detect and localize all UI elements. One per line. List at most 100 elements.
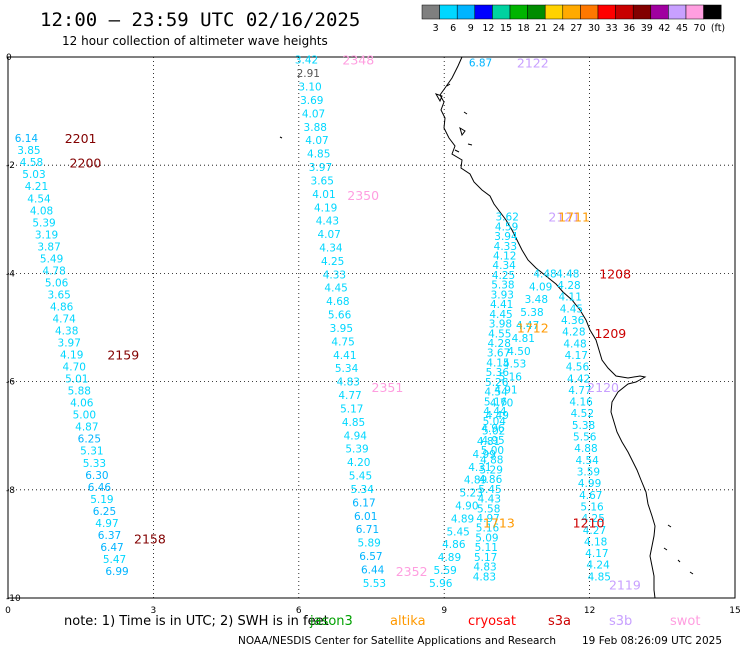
satellite-legend-item: jason3 (309, 614, 353, 629)
swh-value: 4.31 (468, 462, 491, 474)
colorbar-swatch (632, 4, 652, 20)
pass-time-label: 2201 (65, 131, 97, 146)
footer-timestamp: 19 Feb 08:26:09 UTC 2025 (582, 635, 722, 647)
swh-value: 5.56 (573, 432, 597, 444)
footer-credit: NOAA/NESDIS Center for Satellite Applica… (238, 635, 556, 647)
swh-value: 5.38 (520, 307, 543, 319)
colorbar-swatch (650, 4, 669, 20)
colorbar-tick-label: 6 (450, 23, 456, 34)
pass-time-label: 1712 (517, 321, 549, 336)
plot-frame (7, 56, 736, 599)
swh-value: 4.86 (479, 474, 503, 486)
swh-value: 4.88 (574, 443, 597, 455)
satellite-legend-item: s3b (609, 614, 632, 629)
colorbar-tick-label: 70 (694, 23, 706, 34)
axis-tick-labels: 0 3 6 9 12 15 0 -2 -4 -6 -8 -10 (5, 53, 740, 616)
swh-value: 4.28 (557, 280, 580, 292)
colorbar-swatch (527, 4, 546, 20)
swh-value: 5.01 (65, 374, 88, 386)
pass-time-label: 2350 (347, 188, 379, 203)
colorbar-tick-label: 24 (553, 23, 565, 34)
swh-value: 5.34 (351, 484, 375, 496)
swh-value: 4.18 (584, 536, 607, 548)
colorbar-tick-label: 42 (658, 23, 670, 34)
swh-value: 4.85 (342, 417, 365, 429)
swh-value: 5.16 (499, 372, 523, 384)
swh-value: 4.41 (490, 299, 513, 311)
swh-value: 4.89 (451, 513, 474, 525)
pass-time-label: 2200 (70, 155, 102, 170)
swh-value: 5.38 (572, 420, 595, 432)
swh-value: 4.33 (323, 269, 346, 281)
swh-value: 4.99 (473, 449, 496, 461)
swh-value: 4.47 (516, 320, 539, 332)
coastline-islands (279, 83, 694, 575)
swh-value: 5.45 (478, 484, 501, 496)
swh-value: 4.87 (75, 422, 98, 434)
swh-value: 6.30 (85, 470, 108, 482)
swh-value: 4.08 (30, 205, 53, 217)
swh-value: 4.44 (483, 406, 507, 418)
swh-value: 4.11 (559, 292, 582, 304)
swh-value: 5.03 (22, 169, 45, 181)
satellite-legend-item: altika (390, 614, 426, 629)
swh-value: 3.98 (489, 319, 512, 331)
swh-value: 4.83 (473, 562, 496, 574)
swh-value: 4.07 (302, 108, 325, 120)
swh-value: 4.33 (494, 241, 517, 253)
swh-value: 5.11 (475, 542, 498, 554)
swh-value: 4.42 (567, 373, 590, 385)
pass-time-label: 2121 (548, 210, 580, 225)
pass-time-label: 2348 (342, 53, 374, 68)
y-tick-label: 0 (6, 53, 12, 63)
swh-value: 5.17 (474, 552, 497, 564)
colorbar-swatch (703, 4, 722, 20)
swh-values: 6.143.854.585.034.214.544.085.393.193.87… (15, 55, 611, 590)
coastline-line (439, 56, 656, 599)
swh-value: 6.99 (105, 566, 128, 578)
colorbar-tick-label: 12 (482, 23, 494, 34)
swh-value: 6.71 (356, 524, 379, 536)
pass-time-label: 1208 (599, 266, 631, 281)
swh-value: 5.39 (345, 444, 368, 456)
swh-value: 5.34 (335, 363, 359, 375)
swh-value: 4.24 (586, 560, 610, 572)
swh-value: 5.96 (429, 578, 453, 590)
colorbar-tick-label: 18 (518, 23, 530, 34)
swh-value: 5.31 (80, 446, 103, 458)
swh-value: 4.28 (488, 338, 511, 350)
swh-value: 5.23 (460, 488, 483, 500)
swh-value: 4.49 (486, 410, 509, 422)
swh-value: 6.57 (359, 551, 382, 563)
swh-value: 5.45 (446, 526, 469, 538)
swh-value: 4.07 (305, 135, 328, 147)
swh-value: 5.00 (481, 445, 504, 457)
swh-value: 5.58 (477, 503, 500, 515)
swh-value: 4.34 (319, 243, 343, 255)
swh-value: 3.65 (47, 289, 70, 301)
swh-value: 4.43 (478, 494, 501, 506)
colorbar-swatch (474, 4, 493, 20)
swh-value: 5.02 (482, 426, 505, 438)
swh-value: 4.48 (533, 268, 556, 280)
swh-value: 4.41 (333, 350, 356, 362)
page-subtitle: 12 hour collection of altimeter wave hei… (62, 34, 328, 48)
swh-value: 4.53 (503, 359, 526, 371)
swh-value: 5.06 (45, 277, 69, 289)
colorbar-swatch (509, 4, 528, 20)
pass-time-label: 2122 (517, 55, 549, 70)
swh-value: 4.99 (578, 478, 601, 490)
colorbar-swatch (439, 4, 458, 20)
swh-value: 6.25 (78, 434, 101, 446)
swh-value: 4.09 (529, 281, 552, 293)
pass-time-label: 2351 (372, 380, 404, 395)
swh-value: 4.85 (307, 149, 330, 161)
swh-value: 3.94 (494, 231, 518, 243)
swh-value: 6.87 (469, 57, 492, 69)
satellite-legend-item: cryosat (468, 614, 516, 629)
swh-value: 5.09 (475, 532, 498, 544)
swh-value: 4.19 (314, 202, 337, 214)
colorbar-tick-label: 45 (676, 23, 688, 34)
